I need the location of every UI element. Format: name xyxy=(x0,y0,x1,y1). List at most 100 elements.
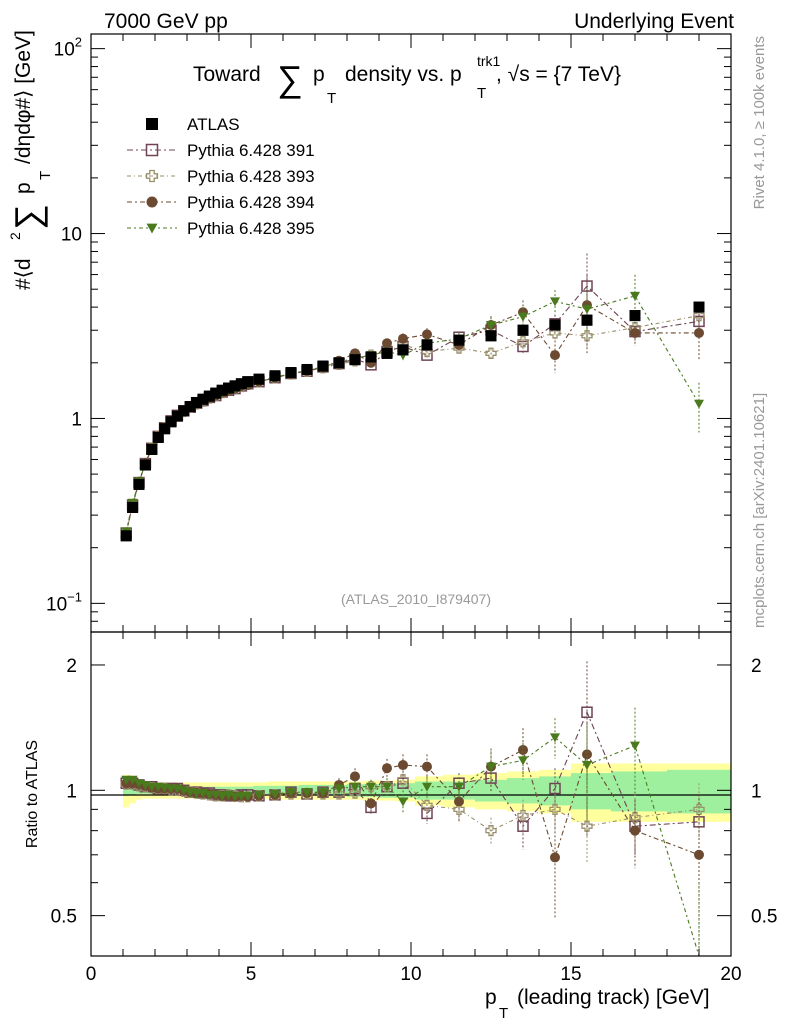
title-sup-trk1: trk1 xyxy=(477,53,501,69)
title-p: p xyxy=(313,63,325,86)
ratio-data-point xyxy=(693,803,705,816)
ratio-data-point xyxy=(286,788,296,798)
ylabel-prefix: #⟨d xyxy=(12,258,35,290)
atlas-data-point xyxy=(171,410,183,422)
legend-marker xyxy=(145,169,159,183)
ratio-data-point xyxy=(485,825,497,837)
main-data-point xyxy=(581,330,593,342)
atlas-points-top xyxy=(120,301,705,542)
title-sub-t: T xyxy=(327,90,336,107)
ratio-data-point xyxy=(166,784,176,794)
ratio-data-point xyxy=(242,791,253,801)
main-data-point xyxy=(422,329,432,340)
ratio-data-point xyxy=(518,744,528,755)
legend-label: Pythia 6.428 393 xyxy=(187,167,315,186)
legend-entry: ATLAS xyxy=(146,115,240,134)
ratio-data-point xyxy=(204,790,215,800)
ratio-data-point xyxy=(146,782,157,792)
ratio-data-point xyxy=(422,782,432,792)
atlas-data-point xyxy=(421,339,433,351)
ratio-data-point xyxy=(217,791,228,801)
atlas-data-point xyxy=(229,380,241,392)
ratio-series-line xyxy=(126,736,700,957)
main-y-tick-label: 10 xyxy=(61,225,82,246)
main-y-axis-label: #⟨d 2 ∑ p T /dηdφ#⟩ [GeV] xyxy=(7,30,54,290)
main-data-point xyxy=(518,312,528,322)
atlas-data-point xyxy=(235,378,247,390)
ratio-data-point xyxy=(382,782,392,792)
ratio-data-point xyxy=(630,741,640,751)
atlas-data-point xyxy=(301,363,313,375)
atlas-data-point xyxy=(317,360,329,372)
ratio-data-point xyxy=(422,761,432,772)
main-data-point xyxy=(694,399,704,409)
ratio-data-point xyxy=(453,803,465,816)
legend-marker xyxy=(146,118,158,130)
atlas-data-point xyxy=(381,347,393,359)
ratio-data-point xyxy=(550,733,560,743)
main-data-point xyxy=(485,347,497,359)
mcplots-watermark: mcplots.cern.ch [arXiv:2401.10621] xyxy=(751,393,768,628)
ratio-panel: 2 2 1 1 0.5 0.5 0 5 10 15 20 xyxy=(51,631,777,985)
main-data-point xyxy=(486,321,496,331)
ratio-data-point xyxy=(350,771,360,782)
legend: ATLAS Pythia 6.428 391 Pythia 6.428 393 Pyt… xyxy=(127,115,315,238)
main-y-tick-label: 10−1 xyxy=(46,589,82,615)
ratio-data-point xyxy=(421,799,433,812)
atlas-data-point xyxy=(152,431,164,443)
atlas-data-point xyxy=(485,330,497,342)
ratio-series-3 xyxy=(121,697,704,948)
ratio-y-tick-label-right: 1 xyxy=(751,781,762,802)
atlas-data-point xyxy=(517,324,529,336)
ratio-y-axis-label: Ratio to ATLAS xyxy=(24,740,41,848)
atlas-data-point xyxy=(203,390,215,402)
ratio-band-stat xyxy=(123,784,130,796)
main-data-point xyxy=(517,336,529,348)
ratio-data-point xyxy=(366,782,376,792)
ratio-band-stat xyxy=(395,783,415,798)
ratio-data-point xyxy=(549,803,561,816)
ylabel-sup2: 2 xyxy=(7,232,23,240)
atlas-data-point xyxy=(165,416,177,428)
atlas-data-point xyxy=(253,373,265,385)
atlas-data-point xyxy=(453,334,465,346)
atlas-data-point xyxy=(159,423,171,435)
x-tick-label: 20 xyxy=(720,964,741,985)
main-data-point xyxy=(630,291,640,301)
ratio-series-4 xyxy=(121,707,700,957)
main-data-point xyxy=(398,333,408,344)
analysis-category-label: Underlying Event xyxy=(574,10,734,33)
title-sub-t-2: T xyxy=(477,85,486,102)
atlas-data-point xyxy=(210,387,222,399)
ratio-data-point xyxy=(366,798,376,809)
ratio-data-point xyxy=(582,761,592,771)
main-panel: 102 10 1 10−1 xyxy=(46,33,732,633)
ratio-data-point xyxy=(334,784,344,794)
ratio-y-tick-label: 2 xyxy=(66,656,77,677)
main-y-tick-label: 102 xyxy=(54,35,82,61)
main-data-point xyxy=(630,327,640,338)
ratio-band-stat xyxy=(507,778,539,804)
ratio-data-point xyxy=(398,760,408,771)
ratio-data-point xyxy=(694,849,704,860)
main-series-line xyxy=(125,315,700,534)
main-data-point xyxy=(550,350,560,361)
legend-label: Pythia 6.428 394 xyxy=(187,193,315,212)
atlas-data-point xyxy=(139,459,151,471)
ylabel-p: p xyxy=(12,182,35,194)
main-series-2 xyxy=(120,305,705,539)
ratio-plot-frame xyxy=(90,631,732,957)
main-data-point xyxy=(693,309,705,322)
atlas-data-point xyxy=(127,501,139,513)
x-tick-label: 15 xyxy=(560,964,581,985)
ratio-y-ticks: 2 2 1 1 0.5 0.5 xyxy=(51,656,777,957)
ratio-series-1 xyxy=(120,661,705,855)
xlabel-rest: (leading track) [GeV] xyxy=(517,986,710,1009)
ratio-y-tick-label-right: 0.5 xyxy=(751,907,777,928)
plot-title: Toward ∑ p T density vs. p trk1 T , √s =… xyxy=(193,53,621,107)
title-suffix: , √s = {7 TeV} xyxy=(496,63,621,86)
main-series-0 xyxy=(120,301,705,542)
atlas-data-point xyxy=(146,443,158,455)
atlas-data-point xyxy=(629,310,641,322)
ratio-y-tick-label-right: 2 xyxy=(751,656,762,677)
